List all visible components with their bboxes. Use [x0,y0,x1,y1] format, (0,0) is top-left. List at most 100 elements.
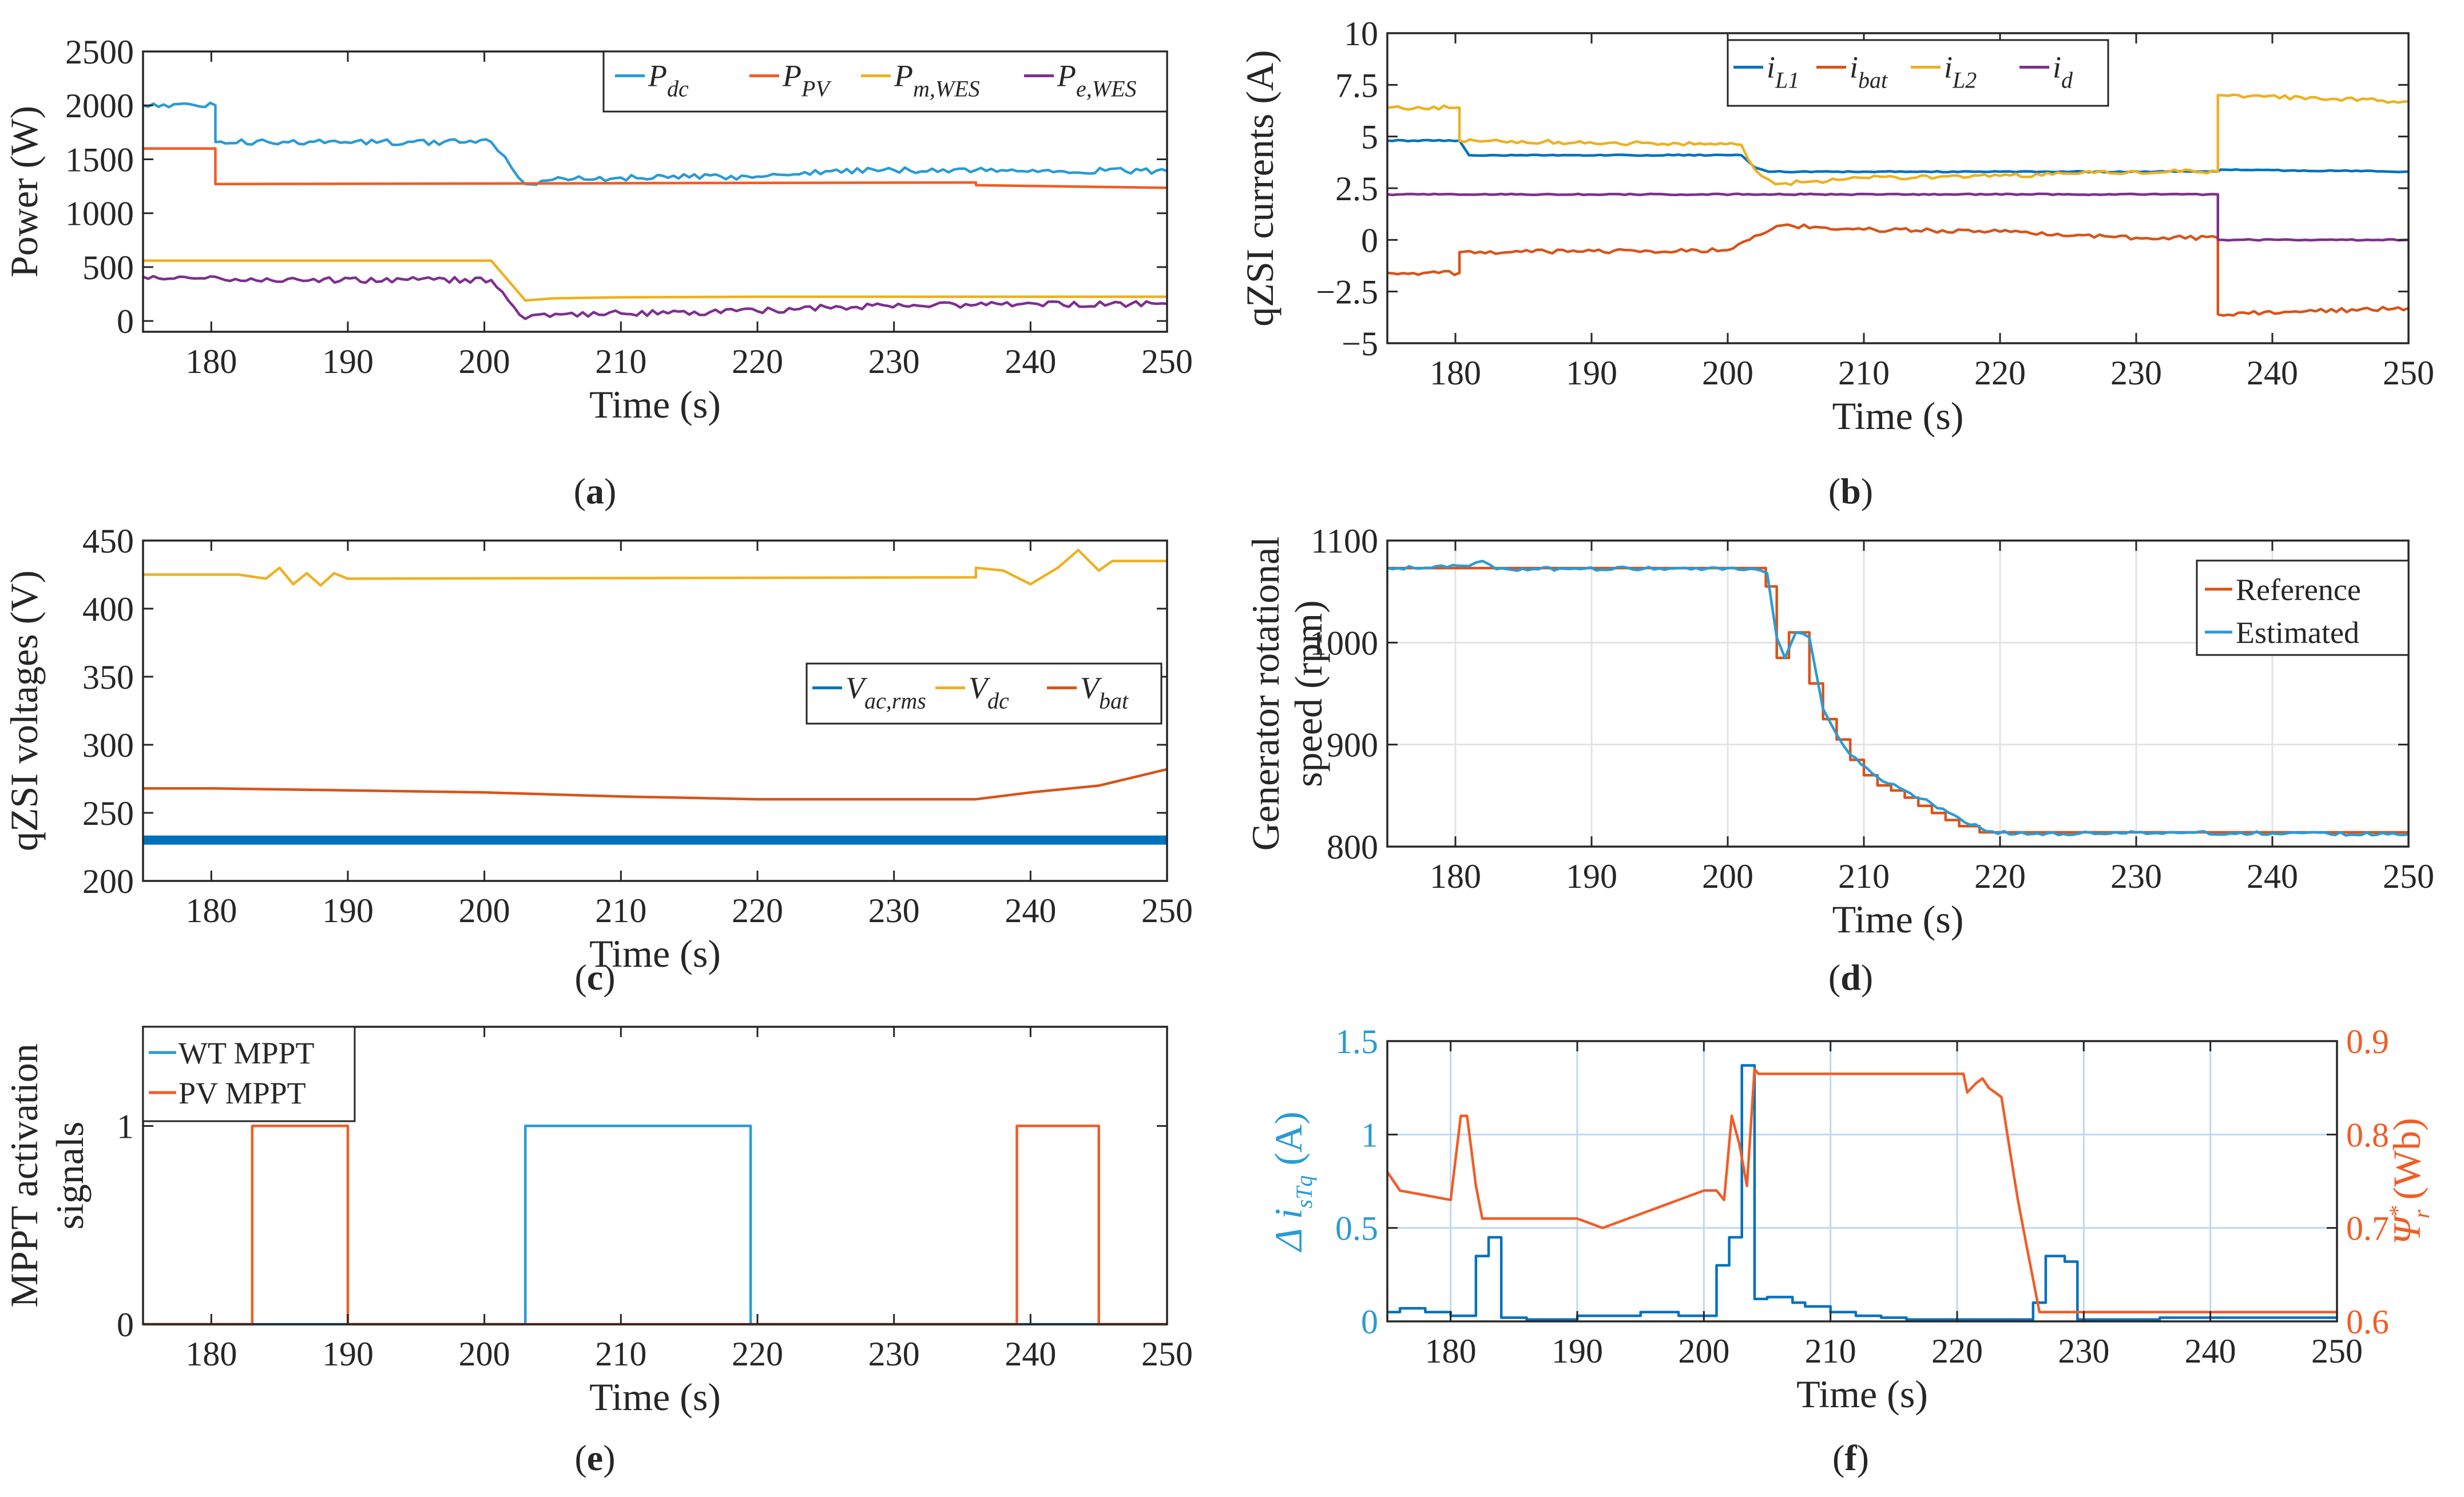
x-tick-label: 210 [1838,354,1890,392]
y-axis-label: qZSI currents (A) [1238,50,1281,326]
series-line-i-l1 [1387,138,2409,174]
x-tick-label: 240 [2247,354,2298,392]
legend: Pdc PPV Pm,WES Pe,WES [602,50,1168,113]
y-tick-label: 900 [1327,726,1378,764]
x-tick-label: 240 [2247,857,2298,895]
y-tick-label: 1000 [1310,624,1378,662]
x-tick-label: 210 [1838,857,1890,895]
series-line--r [1387,1067,2337,1313]
panel-d: 180 190 200 210 220 230 240 250 800 900 1000 1100 Ti… [1244,522,2434,998]
x-tick-label: 180 [1425,1332,1477,1370]
legend-entry: iL1 [1767,50,1799,93]
y-axis-label: qZSI voltages (V) [2,570,46,851]
y-tick-label: 0.5 [1335,1210,1378,1248]
y-tick-label: −5 [1342,325,1378,363]
x-tick-label: 210 [595,343,646,380]
series-line-i-l2 [1387,93,2409,186]
x-tick-label: 230 [2058,1332,2109,1370]
x-tick-label: 240 [1005,1335,1056,1373]
panel-label: (e) [574,1438,615,1478]
x-tick-label: 240 [2185,1332,2236,1370]
x-tick-label: 190 [322,343,374,380]
y-tick-label: 500 [82,249,134,287]
y-tick-label: 10 [1344,15,1378,53]
y-tick-label: 450 [82,522,134,560]
legend-box [2196,559,2410,656]
y-tick-label: 800 [1327,828,1378,866]
y-axis-label-right: Ψ*r (Wb) [2384,1118,2434,1245]
legend: WT MPPT PV MPPT [142,1026,356,1122]
legend-entry: Pdc [648,59,689,102]
legend-entry: Vdc [969,671,1009,714]
x-tick-label: 220 [1974,857,2026,895]
series-line-i-bat [1387,223,2409,317]
x-tick-label: 180 [1430,354,1481,392]
x-tick-label: 230 [2110,354,2162,392]
y-axis-label-line2: speed (rpm) [1287,600,1330,787]
plot-area [1387,1041,2337,1321]
x-axis-label: Time (s) [589,1375,721,1419]
y-tick-label-right: 0.6 [2346,1303,2389,1341]
series-line-v-bat [143,768,1167,801]
x-axis-label: Time (s) [1796,1372,1928,1416]
y-tick-label: 1500 [65,141,134,178]
axes-box [1386,1040,2338,1323]
x-tick-label: 200 [459,1335,510,1373]
axes-box [142,1026,1168,1325]
x-tick-label: 180 [1430,857,1481,895]
legend-entry: PV MPPT [178,1076,306,1110]
y-tick-label-right: 0.8 [2346,1116,2389,1154]
series-line-p-dc [143,101,1167,186]
y-tick-label: 2000 [65,87,134,125]
y-axis-label: Power (W) [2,106,46,277]
x-tick-label: 240 [1005,892,1056,930]
panel-label: (d) [1828,957,1873,998]
x-tick-label: 210 [595,1335,646,1373]
x-tick-label: 200 [459,892,510,930]
x-tick-label: 180 [185,343,237,380]
y-tick-label: 300 [82,726,134,764]
y-tick-label: −2.5 [1316,273,1378,311]
y-axis-label: Generator rotational [1244,537,1287,851]
panel-label: (b) [1828,471,1873,511]
series-line-v-dc [143,549,1167,587]
x-axis-label: Time (s) [589,383,721,426]
panel-c: 180 190 200 210 220 230 240 250 200 250 300 350 400 4… [2,522,1193,998]
legend-entry: Pm,WES [894,59,980,102]
x-tick-label: 190 [1566,354,1617,392]
series-line-estimated [1387,559,2409,837]
y-tick-label: 1100 [1311,522,1378,560]
y-tick-label: 1 [1361,1116,1378,1154]
legend-box [1727,39,2109,107]
x-tick-label: 190 [1552,1332,1603,1370]
legend-entry: ibat [1850,50,1888,93]
x-tick-label: 220 [1931,1332,1983,1370]
y-tick-label-right: 0.7 [2346,1210,2389,1248]
legend: Reference Estimated [2196,559,2410,656]
x-tick-label: 220 [732,343,783,380]
legend-box [806,662,1162,725]
y-tick-label: 2500 [65,33,134,71]
y-tick-label: 400 [82,590,134,628]
panel-f: 180 190 200 210 220 230 240 250 0 0.5 1 1.5 0.6 0.7 0.… [1267,1023,2434,1478]
y-tick-label: 1000 [65,195,134,233]
x-axis-label: Time (s) [1832,394,1964,438]
y-tick-label: 200 [82,863,134,900]
y-tick-label: 0 [117,303,134,340]
x-tick-label: 250 [1141,1335,1193,1373]
y-tick-label: 7.5 [1335,66,1378,104]
x-tick-label: 250 [2311,1332,2363,1370]
y-tick-label: 2.5 [1335,170,1378,208]
legend-entry: Vbat [1080,671,1129,714]
legend-entry: Pe,WES [1057,59,1137,102]
y-tick-label: 0 [1361,221,1378,259]
x-tick-label: 250 [1141,892,1193,930]
x-tick-label: 190 [322,892,374,930]
y-tick-label: 1 [117,1107,134,1145]
x-tick-label: 190 [1566,857,1617,895]
legend-entry: Estimated [2236,616,2359,650]
x-tick-label: 200 [1702,857,1753,895]
x-tick-label: 180 [185,1335,237,1373]
panel-e: 180 190 200 210 220 230 240 250 0 1 Time (s) MPPT a… [2,1026,1193,1478]
